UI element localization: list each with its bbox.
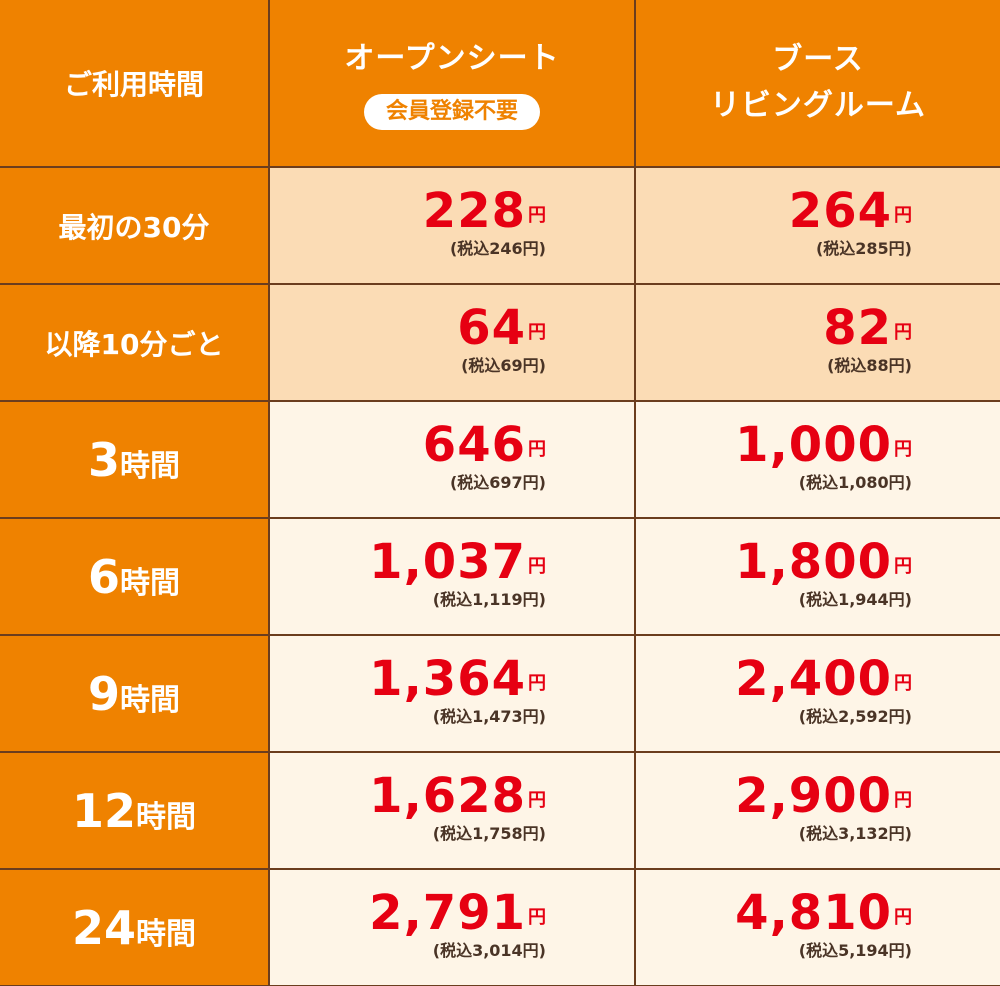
tax-included-price: (税込3,132円) [798,823,912,843]
yen-unit: 円 [894,906,912,928]
price-value: 1,037 [369,533,526,590]
header-open-seat: オープンシート 会員登録不要 [270,0,634,166]
living-room-title: リビングルーム [709,88,927,123]
price-value: 1,000 [735,416,892,473]
row-label-per-10min: 以降10分ごと [0,285,268,400]
price-value: 64 [457,299,526,356]
price-cell-open: 1,364 円 (税込1,473円) [270,636,634,751]
row-label-3h: 3時間 [0,402,268,517]
yen-unit: 円 [894,789,912,811]
yen-unit: 円 [528,672,546,694]
tax-included-price: (税込1,758円) [432,823,546,843]
header-booth: ブース リビングルーム [636,0,1000,166]
tax-included-price: (税込1,944円) [798,589,912,609]
row-label-6h: 6時間 [0,519,268,634]
price-value: 82 [823,299,892,356]
price-value: 2,791 [369,884,526,941]
price-cell-booth: 2,400 円 (税込2,592円) [636,636,1000,751]
price-value: 1,364 [369,650,526,707]
usage-time-label: ご利用時間 [63,68,204,101]
open-seat-title: オープンシート [344,41,560,76]
price-cell-booth: 2,900 円 (税込3,132円) [636,753,1000,868]
yen-unit: 円 [894,555,912,577]
tax-included-price: (税込1,080円) [798,472,912,492]
price-value: 4,810 [735,884,892,941]
row-label-24h: 24時間 [0,870,268,985]
price-value: 264 [788,182,892,239]
tax-included-price: (税込3,014円) [432,940,546,960]
price-value: 2,400 [735,650,892,707]
price-cell-open: 2,791 円 (税込3,014円) [270,870,634,985]
tax-included-price: (税込246円) [449,238,546,258]
tax-included-price: (税込2,592円) [798,706,912,726]
tax-included-price: (税込1,119円) [432,589,546,609]
price-cell-open: 64 円 (税込69円) [270,285,634,400]
yen-unit: 円 [528,438,546,460]
tax-included-price: (税込697円) [449,472,546,492]
yen-unit: 円 [528,321,546,343]
no-membership-badge: 会員登録不要 [363,94,540,130]
yen-unit: 円 [528,789,546,811]
price-cell-booth: 4,810 円 (税込5,194円) [636,870,1000,985]
tax-included-price: (税込5,194円) [798,940,912,960]
tax-included-price: (税込69円) [461,355,546,375]
price-value: 228 [422,182,526,239]
yen-unit: 円 [894,438,912,460]
price-value: 1,800 [735,533,892,590]
tax-included-price: (税込1,473円) [432,706,546,726]
header-usage-time: ご利用時間 [0,0,268,166]
tax-included-price: (税込88円) [827,355,912,375]
price-cell-open: 1,628 円 (税込1,758円) [270,753,634,868]
price-cell-booth: 1,000 円 (税込1,080円) [636,402,1000,517]
tax-included-price: (税込285円) [815,238,912,258]
price-cell-open: 1,037 円 (税込1,119円) [270,519,634,634]
yen-unit: 円 [528,555,546,577]
yen-unit: 円 [528,906,546,928]
price-value: 1,628 [369,767,526,824]
yen-unit: 円 [894,672,912,694]
yen-unit: 円 [894,204,912,226]
price-cell-booth: 1,800 円 (税込1,944円) [636,519,1000,634]
row-label-first-30min: 最初の30分 [0,168,268,283]
yen-unit: 円 [528,204,546,226]
row-label-12h: 12時間 [0,753,268,868]
booth-title: ブース [772,42,864,77]
price-value: 646 [422,416,526,473]
price-cell-open: 646 円 (税込697円) [270,402,634,517]
price-value: 2,900 [735,767,892,824]
price-cell-booth: 264 円 (税込285円) [636,168,1000,283]
price-cell-booth: 82 円 (税込88円) [636,285,1000,400]
yen-unit: 円 [894,321,912,343]
row-label-9h: 9時間 [0,636,268,751]
price-cell-open: 228 円 (税込246円) [270,168,634,283]
